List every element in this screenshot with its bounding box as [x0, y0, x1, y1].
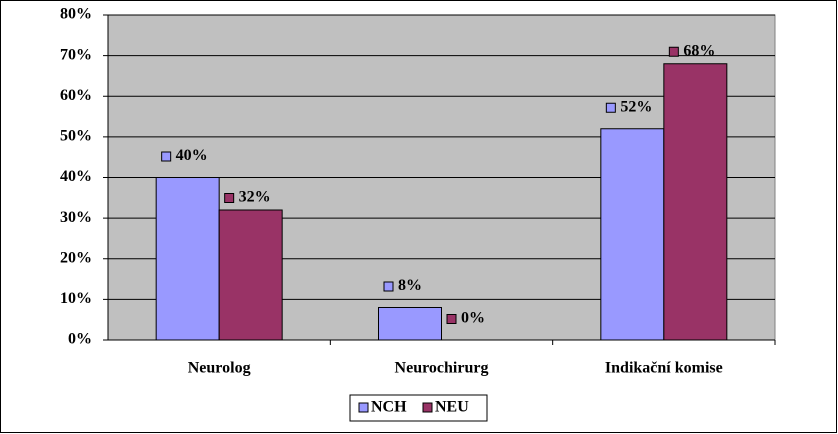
- label-marker: [383, 281, 394, 292]
- y-tick-label: 40%: [60, 168, 92, 185]
- label-marker: [446, 314, 457, 324]
- data-label: 32%: [239, 189, 271, 206]
- data-label: 8%: [398, 277, 422, 294]
- data-label: 52%: [620, 98, 652, 115]
- legend: [349, 394, 488, 422]
- label-marker: [161, 151, 172, 162]
- y-tick-label: 30%: [60, 209, 92, 226]
- y-tick-label: 70%: [60, 46, 92, 63]
- bar: [663, 63, 728, 341]
- y-tick-label: 20%: [60, 249, 92, 266]
- bar: [600, 128, 665, 341]
- y-tick-label: 10%: [60, 290, 92, 307]
- y-tick-label: 0%: [68, 331, 92, 348]
- bar: [155, 177, 220, 341]
- bar: [378, 307, 442, 341]
- y-tick-label: 80%: [60, 6, 92, 23]
- label-marker: [224, 193, 235, 203]
- legend-label: NEU: [435, 399, 469, 416]
- data-label: 68%: [683, 42, 715, 59]
- x-tick-label: Neurolog: [188, 360, 251, 377]
- y-tick-label: 50%: [60, 128, 92, 145]
- data-label: 40%: [176, 147, 208, 164]
- legend-swatch: [422, 402, 433, 413]
- legend-swatch: [358, 402, 369, 413]
- legend-label: NCH: [371, 399, 407, 416]
- x-tick-label: Indikační komise: [605, 360, 723, 377]
- data-label: 0%: [461, 310, 485, 327]
- label-marker: [605, 102, 616, 113]
- y-tick-label: 60%: [60, 87, 92, 104]
- label-marker: [668, 46, 679, 57]
- x-tick-label: Neurochirurg: [395, 360, 489, 377]
- bar: [218, 209, 283, 341]
